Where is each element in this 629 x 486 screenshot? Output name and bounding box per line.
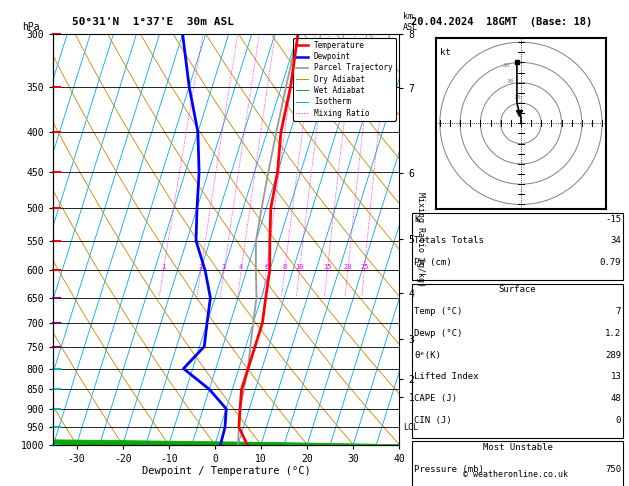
Text: 4: 4 [239,264,243,270]
Text: 20.04.2024  18GMT  (Base: 18): 20.04.2024 18GMT (Base: 18) [411,17,592,27]
Text: 3: 3 [222,264,226,270]
Text: -15: -15 [605,215,621,224]
Text: 10: 10 [295,264,304,270]
Bar [412,284,623,438]
Text: 8: 8 [282,264,287,270]
Text: © weatheronline.co.uk: © weatheronline.co.uk [464,469,568,479]
Text: 1: 1 [161,264,165,270]
Bar [412,213,623,280]
Text: 20: 20 [343,264,352,270]
Text: 48: 48 [610,394,621,403]
Text: 6: 6 [264,264,269,270]
Text: 1.2: 1.2 [605,329,621,338]
Text: Lifted Index: Lifted Index [414,372,479,382]
Text: 2: 2 [199,264,203,270]
Bar [412,441,623,486]
Text: 15: 15 [323,264,331,270]
Text: Temp (°C): Temp (°C) [414,307,462,316]
Y-axis label: Mixing Ratio (g/kg): Mixing Ratio (g/kg) [416,192,425,287]
Text: 50°31'N  1°37'E  30m ASL: 50°31'N 1°37'E 30m ASL [72,17,235,27]
Text: θᵉ(K): θᵉ(K) [414,350,441,360]
X-axis label: Dewpoint / Temperature (°C): Dewpoint / Temperature (°C) [142,467,311,476]
Text: Dewp (°C): Dewp (°C) [414,329,462,338]
Text: PW (cm): PW (cm) [414,258,452,267]
Text: 25: 25 [360,264,369,270]
Text: 0: 0 [616,416,621,425]
Text: km
ASL: km ASL [403,12,418,32]
Text: Surface: Surface [499,285,537,295]
Text: CIN (J): CIN (J) [414,416,452,425]
Text: 13: 13 [610,372,621,382]
Text: 750: 750 [605,465,621,474]
Text: Pressure (mb): Pressure (mb) [414,465,484,474]
Text: Totals Totals: Totals Totals [414,237,484,245]
Text: CAPE (J): CAPE (J) [414,394,457,403]
Text: 7: 7 [616,307,621,316]
Legend: Temperature, Dewpoint, Parcel Trajectory, Dry Adiabat, Wet Adiabat, Isotherm, Mi: Temperature, Dewpoint, Parcel Trajectory… [293,38,396,121]
Text: K: K [414,215,420,224]
Text: Most Unstable: Most Unstable [482,443,553,452]
Text: LCL: LCL [403,423,418,432]
Text: 34: 34 [610,237,621,245]
Text: hPa: hPa [22,21,40,32]
Text: 0.79: 0.79 [599,258,621,267]
Text: 289: 289 [605,350,621,360]
